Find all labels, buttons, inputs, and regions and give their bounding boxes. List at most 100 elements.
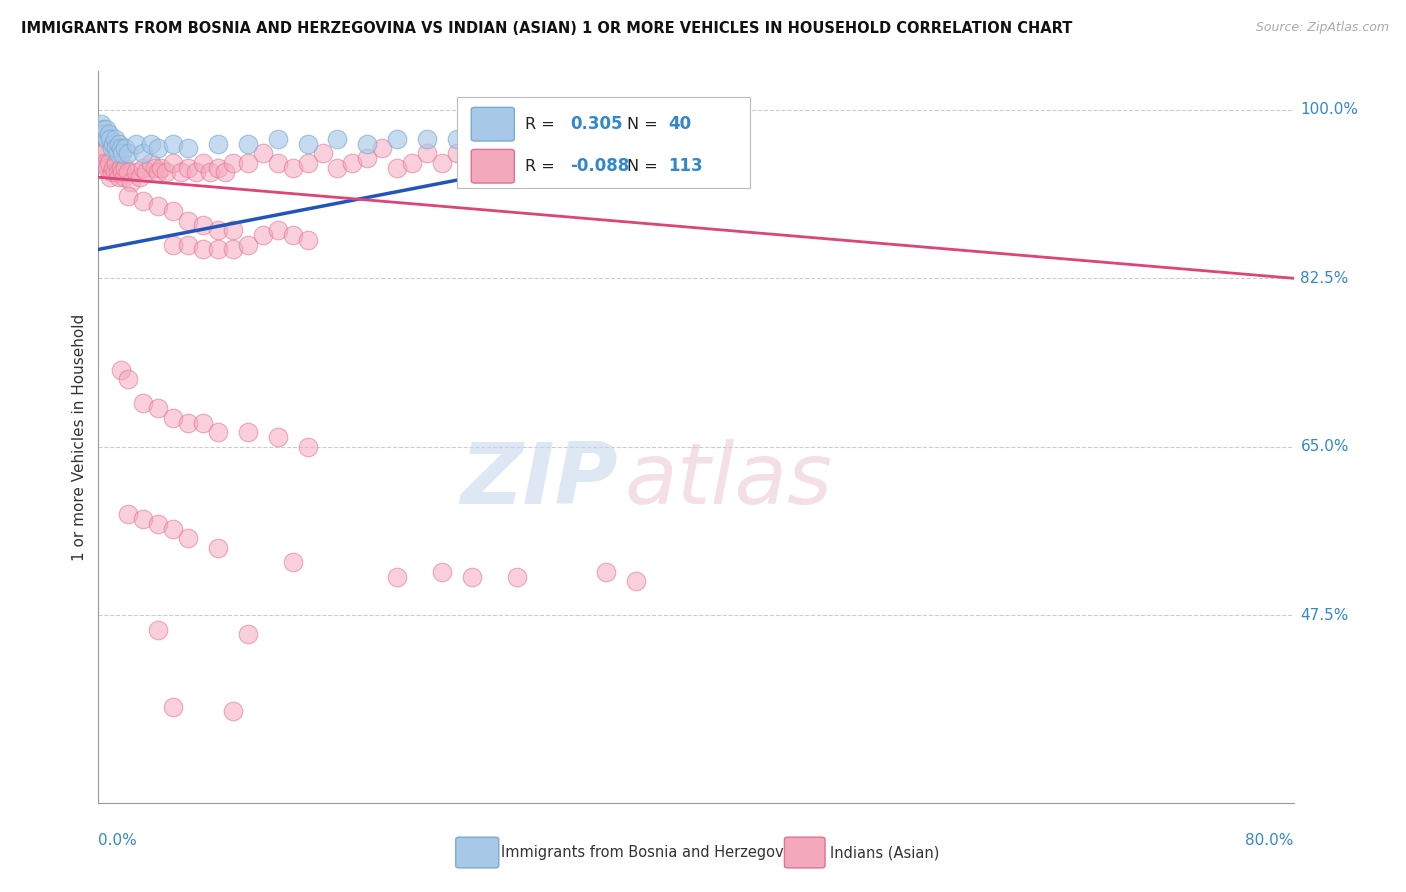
Point xyxy=(148,199,170,213)
Point xyxy=(191,243,214,257)
Point xyxy=(177,213,200,227)
Point xyxy=(236,155,259,169)
Point xyxy=(90,146,112,161)
Point xyxy=(297,155,319,169)
Point xyxy=(117,507,139,521)
Point xyxy=(177,237,200,252)
Point xyxy=(148,165,170,179)
Point xyxy=(714,161,737,175)
Point xyxy=(430,155,453,169)
Point xyxy=(93,146,115,161)
FancyBboxPatch shape xyxy=(785,838,825,868)
Point xyxy=(236,237,259,252)
Point xyxy=(162,410,184,425)
Point xyxy=(207,541,229,555)
Point xyxy=(117,165,139,179)
Point xyxy=(162,155,184,169)
Point xyxy=(112,170,135,185)
Point xyxy=(446,146,468,161)
Text: N =: N = xyxy=(627,159,662,174)
Point xyxy=(177,141,200,155)
Point xyxy=(252,227,274,242)
Point xyxy=(222,223,245,237)
Point xyxy=(177,416,200,430)
Point xyxy=(132,512,155,526)
Point xyxy=(169,165,191,179)
Point xyxy=(267,223,290,237)
Point xyxy=(135,165,157,179)
Point xyxy=(342,155,364,169)
Point xyxy=(104,165,127,179)
Point xyxy=(430,565,453,579)
Point xyxy=(297,136,319,151)
Point xyxy=(111,146,134,161)
Point xyxy=(184,165,207,179)
Point xyxy=(281,161,304,175)
Point xyxy=(110,362,132,376)
Text: 113: 113 xyxy=(668,157,703,175)
Point xyxy=(475,132,498,146)
Point xyxy=(267,430,290,444)
Point xyxy=(108,136,131,151)
Text: 0.0%: 0.0% xyxy=(98,833,138,848)
Point xyxy=(177,161,200,175)
Point xyxy=(120,175,142,189)
Point xyxy=(297,233,319,247)
Point xyxy=(162,136,184,151)
Point xyxy=(107,165,129,179)
Point xyxy=(416,146,439,161)
Point xyxy=(536,136,558,151)
Point xyxy=(385,161,409,175)
Point xyxy=(475,155,498,169)
Point xyxy=(207,136,229,151)
Point xyxy=(281,227,304,242)
Point xyxy=(200,165,222,179)
Point xyxy=(107,146,129,161)
Point xyxy=(236,627,259,641)
Point xyxy=(207,425,229,440)
Point xyxy=(281,555,304,569)
Point xyxy=(111,165,134,179)
FancyBboxPatch shape xyxy=(471,107,515,141)
Point xyxy=(162,699,184,714)
Point xyxy=(401,155,423,169)
FancyBboxPatch shape xyxy=(456,838,499,868)
Point xyxy=(132,161,155,175)
Point xyxy=(207,161,229,175)
Text: 80.0%: 80.0% xyxy=(1246,833,1294,848)
Point xyxy=(94,155,117,169)
Point xyxy=(222,705,245,719)
Point xyxy=(685,170,707,185)
Point xyxy=(125,136,148,151)
FancyBboxPatch shape xyxy=(471,149,515,183)
Point xyxy=(105,155,128,169)
Point xyxy=(143,161,166,175)
Point xyxy=(125,165,148,179)
Text: Source: ZipAtlas.com: Source: ZipAtlas.com xyxy=(1256,21,1389,34)
Point xyxy=(311,146,333,161)
Point xyxy=(506,569,529,583)
Text: R =: R = xyxy=(524,159,560,174)
Text: 82.5%: 82.5% xyxy=(1301,271,1348,285)
Point xyxy=(148,401,170,416)
Point xyxy=(96,132,118,146)
Point xyxy=(416,132,439,146)
Point xyxy=(97,127,120,141)
Point xyxy=(356,151,378,165)
Point xyxy=(108,170,131,185)
Point xyxy=(385,569,409,583)
Point xyxy=(446,132,468,146)
Point xyxy=(114,161,136,175)
Point xyxy=(110,161,132,175)
Point xyxy=(148,623,170,637)
Text: 0.305: 0.305 xyxy=(571,115,623,133)
Point xyxy=(162,521,184,535)
Point xyxy=(104,132,127,146)
Text: ZIP: ZIP xyxy=(461,440,619,523)
Point xyxy=(252,146,274,161)
Point xyxy=(236,425,259,440)
Point xyxy=(139,155,162,169)
Point xyxy=(356,136,378,151)
Point xyxy=(148,516,170,531)
Point xyxy=(103,136,125,151)
